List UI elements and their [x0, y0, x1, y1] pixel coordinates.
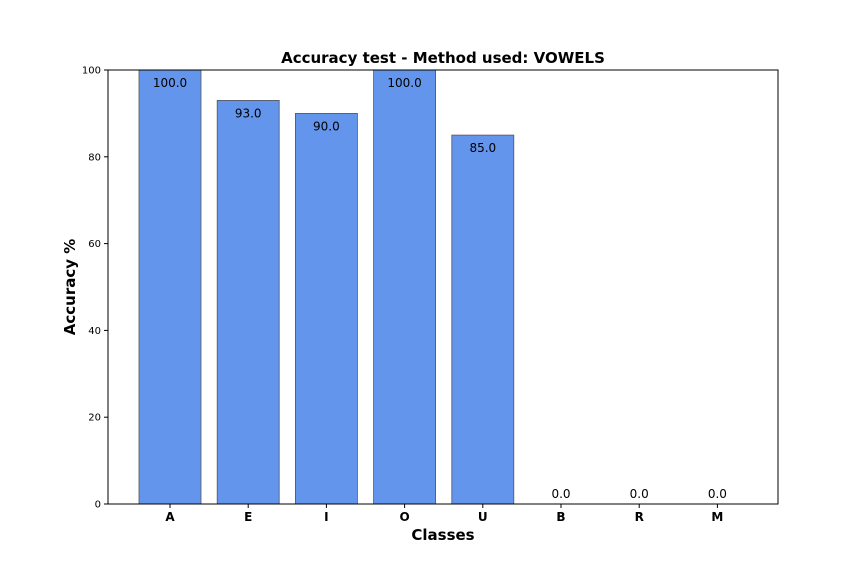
x-tick-label-R: R	[635, 510, 644, 524]
bar-U	[451, 134, 515, 505]
data-label-I: 90.0	[313, 119, 340, 133]
data-label-B: 0.0	[551, 487, 570, 501]
bar-A	[138, 69, 202, 505]
x-tick-label-I: I	[324, 510, 328, 524]
bars: 100.0 93.0 90.0 100.0 85.0 0.0 0.0 0.0	[138, 69, 727, 505]
x-tick-label-E: E	[244, 510, 252, 524]
y-tick-label-80: 80	[88, 152, 101, 163]
plot-frame	[107, 69, 779, 505]
x-tick-label-A: A	[165, 510, 175, 524]
x-tick-label-B: B	[556, 510, 565, 524]
y-tick-label-20: 20	[88, 413, 101, 424]
y-tick-label-100: 100	[82, 66, 101, 77]
x-tick-label-M: M	[711, 510, 723, 524]
data-label-M: 0.0	[708, 487, 727, 501]
y-tick-label-40: 40	[88, 326, 101, 337]
data-label-O: 100.0	[387, 76, 421, 90]
data-label-E: 93.0	[235, 106, 262, 120]
y-axis-ticks: 0 20 40 60 80 100	[82, 66, 108, 511]
chart-title: Accuracy test - Method used: VOWELS	[281, 49, 605, 67]
y-tick-label-0: 0	[95, 500, 101, 511]
x-axis-label: Classes	[411, 526, 474, 544]
bar-I	[294, 113, 358, 505]
data-label-A: 100.0	[153, 76, 187, 90]
data-label-R: 0.0	[630, 487, 649, 501]
y-axis-label: Accuracy %	[61, 239, 79, 336]
x-tick-label-O: O	[399, 510, 409, 524]
bar-E	[216, 100, 280, 505]
x-tick-label-U: U	[478, 510, 488, 524]
bar-O	[373, 69, 437, 505]
y-tick-label-60: 60	[88, 239, 101, 250]
data-label-U: 85.0	[469, 141, 496, 155]
